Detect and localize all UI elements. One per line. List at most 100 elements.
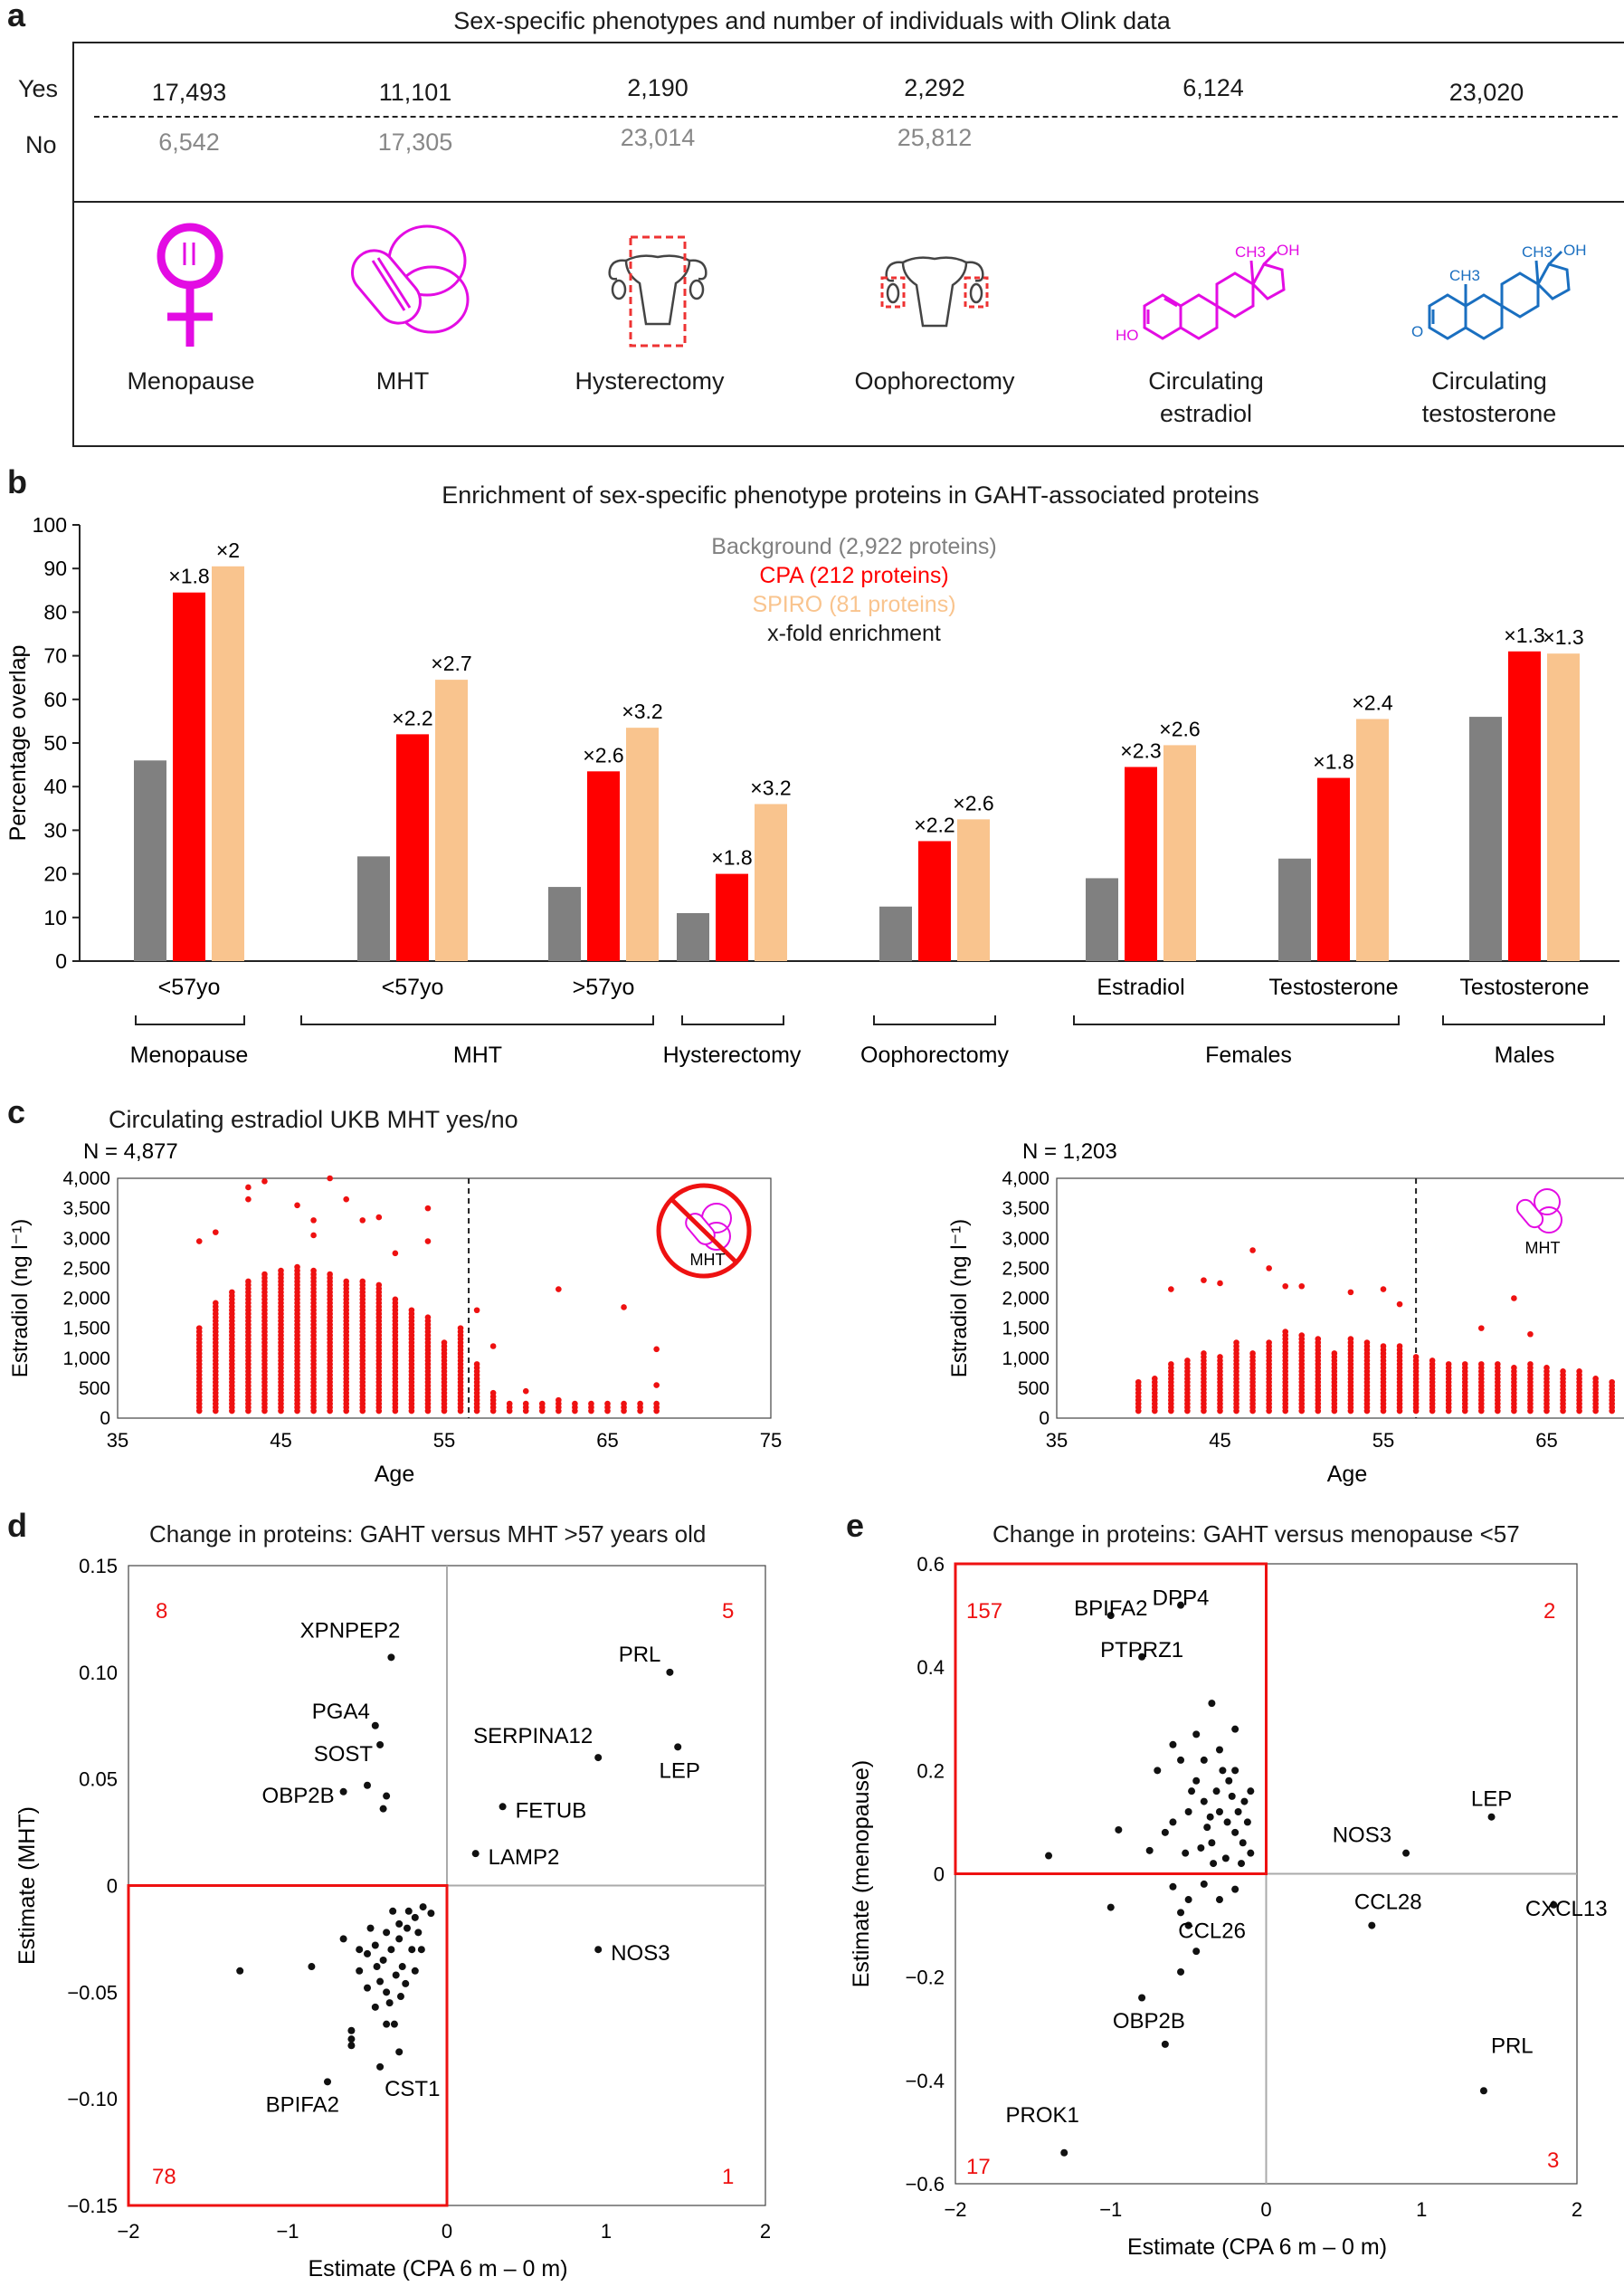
data-point [1208,1700,1216,1708]
y-axis-label: Estradiol (ng l⁻¹) [947,1219,972,1377]
mht-yes-count: 11,101 [378,79,452,106]
bar-cpa [587,771,620,961]
data-point [389,1907,397,1915]
group-label: Oophorectomy [860,1043,1009,1068]
protein-label: CST1 [385,2077,440,2101]
data-point [1231,1725,1239,1733]
category-label: >57yo [573,975,635,1000]
y-tick-label: 100 [33,513,67,537]
menopause-no-count: 6,542 [158,129,220,156]
data-point [213,1229,219,1235]
data-point [1247,1849,1255,1857]
data-point [245,1195,252,1203]
row-label-no: No [25,131,57,158]
data-point [310,1217,317,1224]
y-tick-label: 0 [107,1875,118,1898]
data-point [1169,1740,1177,1748]
data-point [1177,1909,1185,1917]
data-point [1169,1818,1177,1826]
mht-badge-icon [1515,1188,1562,1233]
data-point [1527,1361,1534,1367]
enrichment-label: ×1.8 [711,846,752,870]
bar-spiro [957,819,990,961]
data-point [424,1238,432,1244]
protein-label: PGA4 [312,1700,370,1724]
data-point [1527,1330,1534,1338]
data-point [1197,1843,1205,1852]
data-point [359,1278,366,1285]
data-point [1192,1730,1201,1738]
data-point [489,1389,497,1396]
x-tick-label: −2 [944,2198,966,2221]
x-tick-label: 65 [1535,1429,1557,1452]
panel-c-label: c [7,1093,26,1130]
enrichment-label: ×1.8 [168,565,209,588]
category-label: Testosterone [1459,975,1589,1000]
enrichment-label: ×2.2 [914,813,954,836]
protein-label: PRL [1491,2034,1534,2058]
data-point [1396,1300,1403,1308]
data-point [604,1400,611,1407]
protein-label: CXCL13 [1525,1897,1608,1921]
y-tick-label: −0.6 [906,2173,945,2196]
data-point [236,1967,244,1975]
data-point [1206,1813,1214,1821]
oophorectomy-label: Oophorectomy [854,367,1015,395]
enrichment-label: ×1.8 [1313,750,1353,774]
data-point [1215,1896,1223,1904]
data-point [294,1263,300,1271]
protein-label: PROK1 [1006,2103,1079,2128]
data-point [261,1271,268,1278]
data-point [310,1232,317,1239]
group-label: Males [1495,1043,1555,1068]
data-point [395,1935,404,1943]
y-tick-label: 3,000 [1002,1228,1049,1249]
data-point [1363,1339,1371,1346]
n-label: N = 4,877 [83,1139,178,1164]
panel-d-label: d [7,1507,27,1544]
protein-label: NOS3 [611,1941,670,1966]
plot-frame [117,1177,772,1419]
bar-background [357,856,390,961]
data-point [1215,1808,1223,1815]
data-point [441,1339,448,1346]
labeled-point [1402,1849,1410,1857]
bar-background [134,760,166,961]
data-point [395,2048,404,2056]
y-tick-label: 1,000 [62,1348,110,1369]
y-tick-label: 40 [43,775,67,798]
bar-cpa [1125,767,1157,961]
data-point [1543,1365,1550,1371]
y-tick-label: 80 [43,600,67,624]
data-point [404,1907,413,1915]
labeled-point [674,1743,682,1751]
labeled-point [594,1754,603,1762]
data-point [383,1988,391,1996]
data-point [1184,1808,1192,1815]
data-point [1203,1824,1211,1832]
hysterectomy-yes-count: 2,190 [627,74,689,101]
labeled-point [387,1653,395,1662]
data-point [653,1400,660,1407]
data-point [1192,1776,1201,1785]
testosterone-oh-text: OH [1563,242,1587,259]
labeled-point [1161,2040,1169,2048]
highlight-quadrant-box [127,1884,449,2207]
y-tick-label: 2,000 [62,1289,110,1310]
category-label: <57yo [382,975,444,1000]
enrichment-label: ×2.6 [953,791,993,814]
labeled-point [376,2062,385,2071]
data-point [1243,1818,1251,1826]
labeled-point [1368,1921,1376,1929]
data-point [383,1929,391,1937]
data-point [1240,1797,1249,1805]
data-point [1184,1357,1191,1364]
x-axis-label: Age [375,1462,414,1487]
data-point [556,1396,562,1404]
protein-label: LEP [660,1758,700,1783]
group-bracket [1073,1015,1400,1025]
labeled-point [1106,1612,1115,1620]
data-point [1282,1329,1288,1335]
y-tick-label: 4,000 [1002,1168,1049,1189]
y-tick-label: 0 [934,1863,945,1886]
